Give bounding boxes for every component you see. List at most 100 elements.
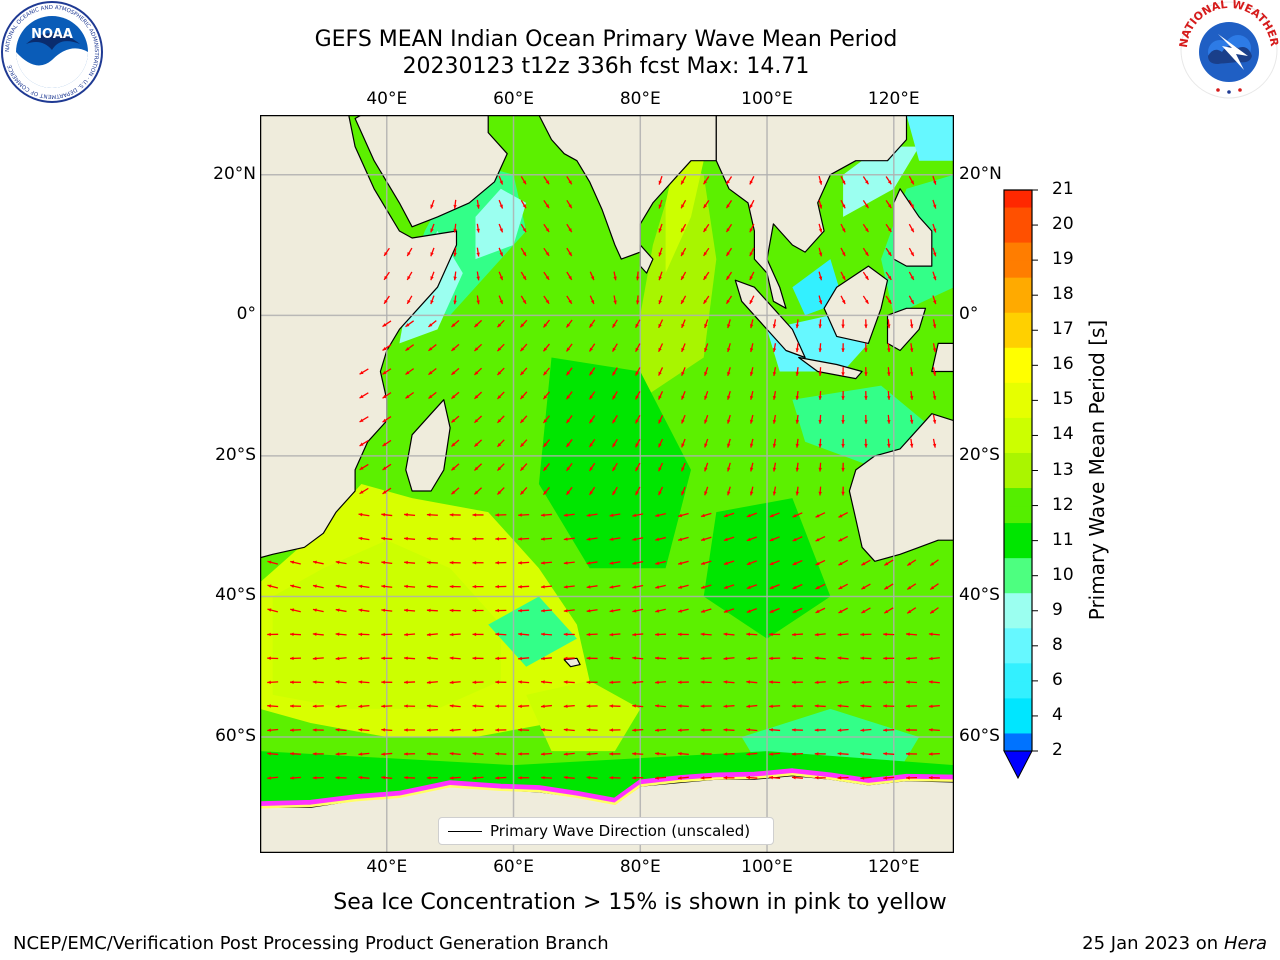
- arrow-head: [426, 776, 431, 780]
- arrow-head: [472, 537, 477, 541]
- arrow-head: [381, 680, 385, 684]
- arrow-head: [746, 656, 751, 661]
- arrow-head: [909, 419, 914, 424]
- lat-label-right: 0°: [959, 304, 979, 325]
- arrow-head: [520, 347, 525, 352]
- arrow-head: [792, 537, 797, 542]
- wave-direction-arrow: [704, 462, 709, 472]
- wave-direction-arrow: [290, 608, 301, 613]
- wave-direction-arrow: [453, 223, 457, 233]
- wave-direction-arrow: [791, 656, 803, 660]
- arrow-head: [472, 513, 477, 517]
- arrow-head: [520, 419, 525, 423]
- wave-direction-arrow: [540, 632, 552, 636]
- colorbar-segment: [1004, 698, 1032, 717]
- wave-direction-arrow: [677, 656, 689, 661]
- arrow-head: [543, 323, 548, 328]
- arrow-head: [655, 609, 660, 613]
- arrow-head: [772, 443, 777, 448]
- colorbar-tick-label: 8: [1052, 634, 1063, 655]
- wave-direction-arrow: [588, 367, 596, 376]
- arrow-head: [518, 776, 522, 780]
- wave-direction-arrow: [655, 632, 667, 637]
- wave-direction-arrow: [611, 319, 618, 329]
- wave-direction-arrow: [358, 728, 370, 732]
- wave-direction-arrow: [383, 247, 390, 257]
- arrow-head: [726, 228, 730, 233]
- colorbar-segment: [1004, 680, 1032, 699]
- arrow-head: [884, 609, 889, 614]
- wave-direction-arrow: [588, 462, 596, 472]
- wave-direction-arrow: [658, 438, 664, 448]
- wave-direction-arrow: [495, 752, 507, 756]
- arrow-head: [838, 561, 843, 566]
- wave-direction-arrow: [358, 752, 370, 756]
- arrow-head: [358, 752, 363, 756]
- arrow-head: [861, 585, 866, 590]
- arrow-head: [772, 491, 777, 496]
- wave-direction-arrow: [746, 728, 758, 732]
- arrow-head: [681, 395, 685, 400]
- wave-direction-arrow: [883, 680, 895, 684]
- wave-direction-arrow: [358, 704, 370, 709]
- wave-direction-arrow: [451, 391, 460, 400]
- wave-direction-arrow: [841, 438, 845, 448]
- arrow-head: [658, 347, 662, 352]
- arrow-head: [749, 299, 753, 304]
- arrow-head: [655, 561, 660, 565]
- arrow-head: [769, 728, 773, 732]
- arrow-head: [837, 728, 842, 732]
- arrow-head: [522, 275, 527, 280]
- arrow-head: [837, 752, 842, 756]
- arrow-head: [586, 513, 591, 517]
- arrow-head: [658, 491, 662, 496]
- arrow-head: [568, 252, 572, 256]
- wave-direction-arrow: [681, 391, 686, 400]
- arrow-head: [749, 371, 754, 376]
- arrow-head: [704, 467, 708, 472]
- arrow-head: [791, 752, 796, 756]
- wave-direction-arrow: [381, 536, 393, 541]
- wave-direction-arrow: [543, 200, 550, 209]
- arrow-head: [861, 561, 866, 566]
- wave-direction-arrow: [632, 776, 644, 780]
- arrow-head: [404, 608, 408, 613]
- arrow-head: [472, 632, 477, 637]
- lat-label-left: 60°S: [215, 726, 256, 747]
- arrow-head: [860, 632, 865, 637]
- wave-direction-arrow: [609, 537, 621, 541]
- arrow-head: [655, 704, 659, 708]
- wave-direction-arrow: [543, 271, 550, 281]
- wave-direction-arrow: [406, 295, 413, 305]
- wave-direction-arrow: [566, 295, 573, 305]
- wave-direction-arrow: [312, 704, 324, 708]
- colorbar-tick-label: 16: [1052, 354, 1074, 375]
- wave-direction-arrow: [495, 584, 507, 589]
- arrow-head: [658, 276, 662, 281]
- wave-direction-arrow: [885, 247, 892, 257]
- wave-direction-arrow: [496, 343, 505, 352]
- arrow-head: [609, 513, 614, 517]
- arrow-head: [586, 585, 591, 589]
- wave-direction-arrow: [749, 486, 754, 496]
- wave-direction-arrow: [451, 415, 460, 424]
- wave-direction-arrow: [723, 512, 735, 518]
- arrow-head: [359, 394, 364, 399]
- arrow-head: [609, 728, 614, 732]
- arrow-head: [497, 371, 502, 376]
- colorbar-segment: [1004, 295, 1032, 314]
- lon-label-top: 120°E: [867, 89, 920, 109]
- arrow-head: [518, 513, 522, 517]
- wave-direction-arrow: [861, 583, 871, 590]
- wave-direction-arrow: [381, 728, 393, 732]
- wave-direction-arrow: [658, 247, 663, 257]
- wave-direction-arrow: [449, 513, 461, 517]
- wave-direction-arrow: [451, 487, 460, 495]
- wave-direction-arrow: [681, 414, 686, 424]
- wave-direction-arrow: [749, 414, 754, 424]
- wave-direction-arrow: [795, 486, 800, 496]
- wave-direction-arrow: [862, 200, 869, 209]
- wave-direction-arrow: [611, 462, 618, 472]
- arrow-head: [723, 537, 728, 542]
- arrow-head: [910, 275, 914, 280]
